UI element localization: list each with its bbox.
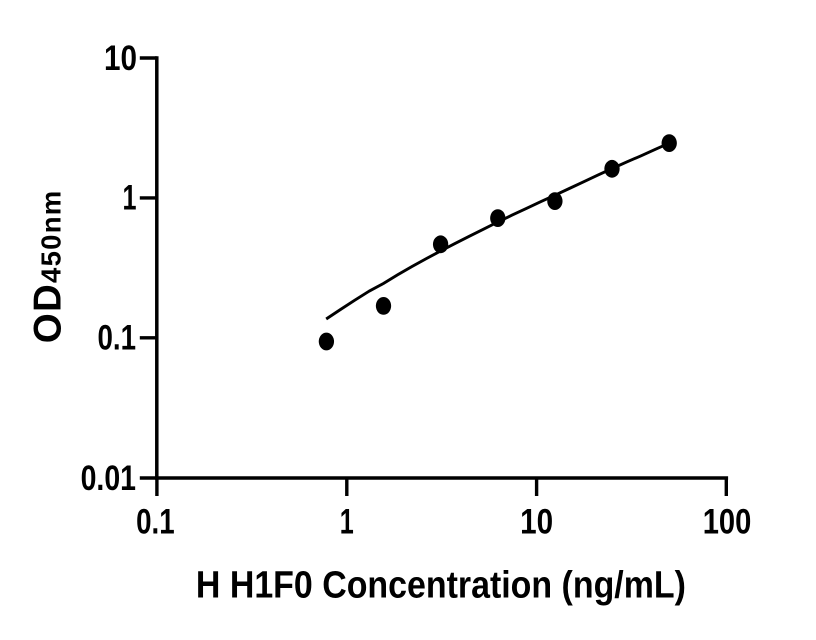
- svg-text:1: 1: [340, 503, 354, 542]
- svg-text:100: 100: [703, 503, 752, 542]
- svg-text:1: 1: [123, 179, 137, 218]
- svg-text:10: 10: [520, 503, 553, 542]
- svg-text:H H1F0 Concentration (ng/mL): H H1F0 Concentration (ng/mL): [196, 563, 686, 606]
- svg-text:0.1: 0.1: [98, 319, 137, 358]
- svg-text:0.1: 0.1: [136, 503, 175, 542]
- svg-text:10: 10: [104, 39, 137, 78]
- svg-text:0.01: 0.01: [81, 459, 136, 498]
